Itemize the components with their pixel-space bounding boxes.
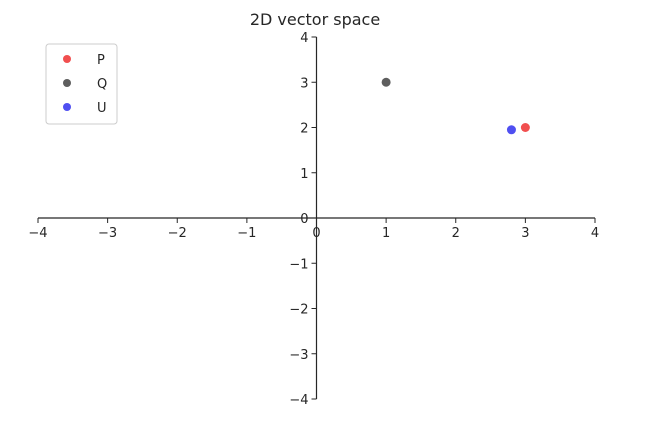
x-tick-label: −2: [168, 226, 187, 241]
chart-title: 2D vector space: [250, 10, 380, 29]
y-tick-label: 2: [300, 122, 308, 137]
x-tick-label: −1: [237, 226, 256, 241]
y-tick-label: −4: [289, 393, 308, 408]
legend-label-q: Q: [97, 77, 107, 92]
x-tick-label: 1: [382, 226, 390, 241]
y-tick-label: −1: [289, 257, 308, 272]
y-tick-label: 1: [300, 167, 308, 182]
x-tick-label: −3: [98, 226, 117, 241]
x-tick-label: 0: [312, 226, 320, 241]
y-tick-label: 0: [300, 212, 308, 227]
x-tick-label: 3: [521, 226, 529, 241]
axes: −4 −3 −2 −1 0 1 2 3 4 −4 −3 −2 −1 0 1 2 3 4: [28, 31, 599, 408]
legend-box: [45, 43, 118, 125]
point-q: [381, 77, 391, 87]
legend-marker-q: [63, 79, 71, 87]
x-tick-label: −4: [28, 226, 47, 241]
x-tick-label: 2: [452, 226, 460, 241]
point-p: [520, 123, 530, 132]
data-points: [381, 77, 530, 135]
legend-label-u: U: [97, 101, 107, 116]
x-tick-label: 4: [591, 226, 599, 241]
legend-marker-u: [63, 103, 71, 111]
legend-marker-p: [63, 55, 71, 63]
y-tick-label: −2: [289, 303, 308, 318]
legend-label-p: P: [97, 53, 105, 68]
y-tick-label: −3: [289, 348, 308, 363]
y-tick-label: 4: [300, 31, 308, 46]
y-tick-label: 3: [300, 76, 308, 91]
point-u: [506, 125, 516, 135]
legend: PQU: [45, 43, 118, 125]
